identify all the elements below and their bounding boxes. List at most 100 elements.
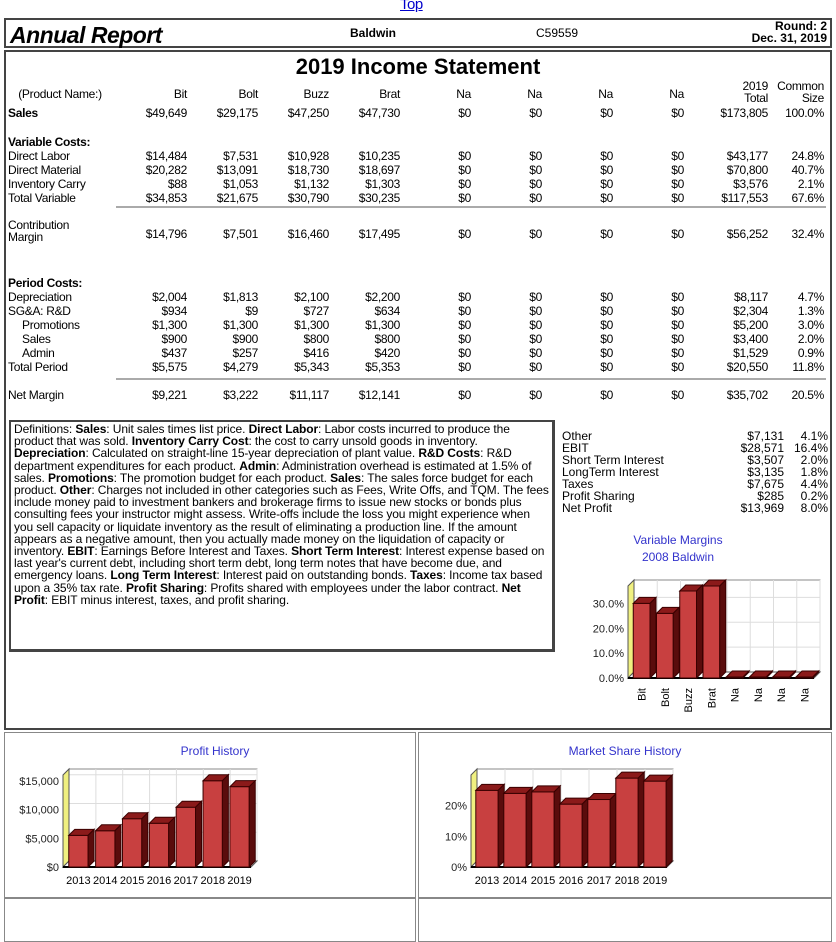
cell-value: $12,141 <box>358 388 401 402</box>
bar <box>701 578 727 680</box>
cell-value: $5,343 <box>294 360 329 374</box>
cell-value: $0 <box>600 177 613 191</box>
cell-value: $416 <box>303 346 330 360</box>
bar <box>771 669 797 680</box>
y-tick-label: 20% <box>445 801 467 813</box>
bar-side <box>581 796 589 869</box>
cell-value: $0 <box>671 346 684 360</box>
bar-side <box>87 828 95 869</box>
cell-value: $49,649 <box>145 106 188 120</box>
definition-text: Definitions: <box>14 422 76 436</box>
bar-side <box>525 786 533 869</box>
cell-total: $117,553 <box>721 191 768 205</box>
total-year: 2019 <box>742 79 769 93</box>
financial-pct: 2.0% <box>800 453 828 467</box>
financial-label: Other <box>562 429 593 443</box>
financial-pct: 4.1% <box>800 429 828 443</box>
cell-value: $0 <box>529 227 542 241</box>
row-label: Promotions <box>22 318 80 332</box>
x-tick-label: 2013 <box>66 875 90 887</box>
bar <box>794 669 820 680</box>
bar-side <box>141 811 149 869</box>
cell-value: $0 <box>600 106 613 120</box>
statement-row: Inventory Carry $88 $1,053 $1,132 $1,303 $0 $0… <box>8 177 824 191</box>
definition-term: Depreciation <box>14 446 86 461</box>
bar-front <box>503 792 527 868</box>
cell-value: $0 <box>600 318 613 332</box>
financial-value: $3,135 <box>747 465 784 479</box>
cell-value: $437 <box>161 346 188 360</box>
x-tick-label: 2017 <box>587 875 611 887</box>
cell-value: $14,484 <box>145 149 188 163</box>
row-label: Sales <box>8 106 38 120</box>
cell-value: $11,117 <box>289 388 330 402</box>
bar-side <box>672 606 680 680</box>
x-tick-label: 2015 <box>120 875 144 887</box>
cell-value: $420 <box>374 346 401 360</box>
bar <box>121 811 150 869</box>
cell-value: $800 <box>374 332 401 346</box>
financial-value: $13,969 <box>740 501 784 515</box>
cell-common-size: 100.0% <box>785 106 824 120</box>
cell-value: $634 <box>374 304 401 318</box>
cell-value: $0 <box>529 388 542 402</box>
x-tick-label: Bolt <box>660 688 672 707</box>
divider <box>116 378 826 380</box>
chart-subtitle: 2008 Baldwin <box>642 550 714 564</box>
y-tick-label: 10.0% <box>593 648 624 660</box>
cell-value: $88 <box>167 177 187 191</box>
cell-value: $10,235 <box>358 149 401 163</box>
cell-value: $0 <box>529 318 542 332</box>
cell-value: $0 <box>458 304 471 318</box>
financial-row: LongTerm Interest $3,135 1.8% <box>562 466 828 478</box>
statement-row: Net Margin $9,221 $3,222 $11,117 $12,141 $0 $0… <box>8 388 824 402</box>
row-label: Depreciation <box>8 290 72 304</box>
cell-value: $0 <box>600 346 613 360</box>
column-header: Na <box>669 87 684 101</box>
row-label: Direct Labor <box>8 149 70 163</box>
cell-value: $0 <box>600 149 613 163</box>
definition-term: Taxes <box>410 568 443 583</box>
cell-value: $1,300 <box>152 318 187 332</box>
bar-side <box>637 770 645 869</box>
cell-total: $56,252 <box>726 227 769 241</box>
variable-margins-chart: Variable Margins 2008 Baldwin 0.0% 10.0% 20.… <box>593 533 822 712</box>
statement-row: Contribution Margin $14,796 $7,501 $16,460 $… <box>8 219 824 243</box>
bar-front <box>702 585 721 679</box>
round-label: Round: 2 <box>775 19 827 33</box>
empty-panel-right <box>418 898 832 942</box>
financial-value: $28,571 <box>740 441 784 455</box>
definitions-box: Definitions: Sales: Unit sales times lis… <box>9 420 555 652</box>
definition-term: Promotions <box>47 470 114 485</box>
cell-value: $30,790 <box>287 191 330 205</box>
y-tick-label: $0 <box>47 862 59 874</box>
bar <box>228 779 257 869</box>
statement-row: Depreciation $2,004 $1,813 $2,100 $2,200 $0 $0… <box>8 290 824 304</box>
cell-common-size: 67.6% <box>791 191 824 205</box>
cell-value: $0 <box>600 227 613 241</box>
profit-history-chart: Profit History $0 $5,000 $10,000 $15,000 2013… <box>19 744 259 887</box>
cell-value: $1,300 <box>365 318 400 332</box>
top-link[interactable]: Top <box>400 0 423 13</box>
bar <box>474 783 506 869</box>
cell-value: $0 <box>671 332 684 346</box>
cell-common-size: 4.7% <box>797 290 824 304</box>
x-tick-label: 2014 <box>503 875 527 887</box>
bar-front <box>587 799 611 868</box>
financial-row: EBIT $28,571 16.4% <box>562 442 828 454</box>
cell-common-size: 20.5% <box>791 388 824 402</box>
definition-text: : The sales force budget for each produc… <box>14 470 533 498</box>
x-tick-label: Na <box>753 687 765 702</box>
definition-text: : Interest paid on outstanding bonds. <box>216 568 411 583</box>
financial-row: Profit Sharing $285 0.2% <box>562 490 828 502</box>
definition-text: : Income tax based upon a 35% tax rate. <box>14 568 543 595</box>
company-name: Baldwin <box>350 26 397 40</box>
product-name-label: (Product Name:) <box>18 87 102 101</box>
x-tick-label: Buzz <box>683 688 695 712</box>
bar-front <box>68 834 89 868</box>
cell-value: $1,303 <box>365 177 400 191</box>
x-tick-label: 2018 <box>615 875 639 887</box>
cell-common-size: 11.8% <box>792 360 824 374</box>
cell-value: $14,796 <box>145 227 188 241</box>
column-header: Na <box>456 87 471 101</box>
